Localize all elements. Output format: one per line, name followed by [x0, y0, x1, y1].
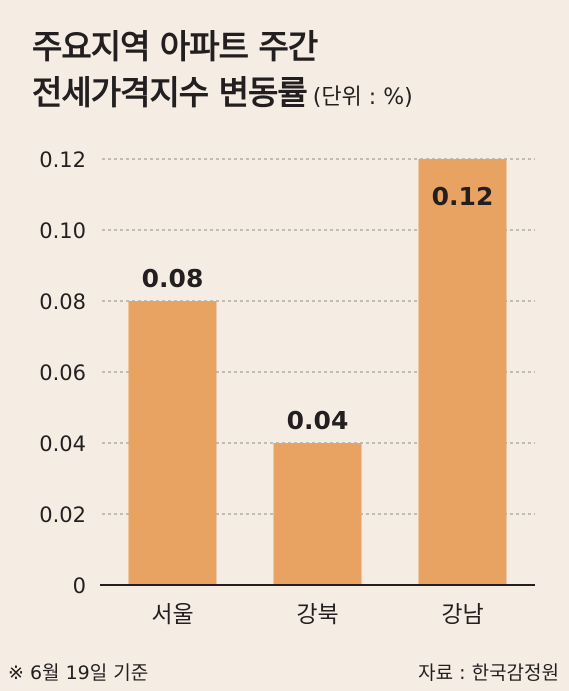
y-tick-label: 0.10 [39, 219, 86, 243]
bar [128, 301, 217, 585]
footnote: ※ 6월 19일 기준 [8, 662, 149, 684]
bar-value-label: 0.08 [142, 264, 204, 293]
bar-value-label: 0.04 [287, 406, 349, 435]
chart-title: 주요지역 아파트 주간 전세가격지수 변동률 (단위 : %) [32, 24, 413, 121]
bar-chart: 0 0.02 0.04 0.06 0.08 0.10 0.12 0.08 서울 0.04 강북 0.1… [39, 148, 535, 628]
title-line-2-text: 전세가격지수 변동률 [32, 73, 308, 112]
y-tick-label: 0.12 [39, 148, 86, 172]
y-tick-label: 0 [73, 574, 86, 598]
y-tick-label: 0.04 [39, 432, 86, 456]
x-category-label: 강북 [296, 602, 338, 628]
y-tick-label: 0.08 [39, 290, 86, 314]
x-category-label: 서울 [151, 602, 193, 628]
bar [418, 159, 507, 585]
x-category-label: 강남 [441, 602, 483, 628]
y-tick-label: 0.02 [39, 503, 86, 527]
unit-label: (단위 : %) [312, 85, 413, 110]
title-line-1: 주요지역 아파트 주간 [32, 27, 318, 66]
title-line-2: 전세가격지수 변동률 (단위 : %) [32, 70, 413, 121]
y-tick-label: 0.06 [39, 361, 86, 385]
source-label: 자료 : 한국감정원 [418, 662, 559, 684]
bar-value-label: 0.12 [432, 182, 494, 211]
bar [273, 443, 362, 585]
